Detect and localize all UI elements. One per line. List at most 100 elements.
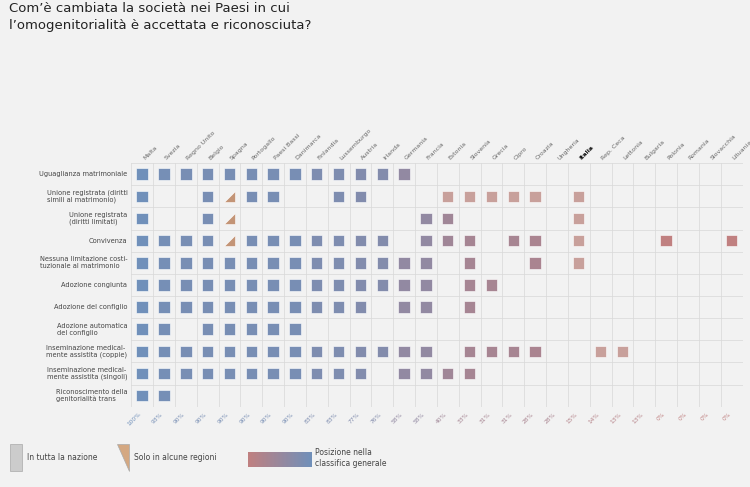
Bar [573,190,584,202]
Bar [246,323,257,335]
Text: Slovacchia: Slovacchia [710,133,737,161]
Text: Solo in alcune regioni: Solo in alcune regioni [134,453,217,462]
Bar [464,279,476,291]
Text: 90%: 90% [260,412,273,424]
Bar [268,279,279,291]
Bar [158,257,170,268]
Bar [136,235,148,246]
Text: Unione registrata
(diritti limitati): Unione registrata (diritti limitati) [69,212,128,225]
Text: Adozione automatica
del configlio: Adozione automatica del configlio [57,323,128,336]
Polygon shape [224,235,236,246]
Bar [158,390,170,401]
Bar [355,235,366,246]
Bar [136,279,148,291]
Bar [420,235,432,246]
Text: Adozione del configlio: Adozione del configlio [54,304,128,310]
Bar [290,301,301,313]
Bar [290,279,301,291]
Text: Paesi Bassi: Paesi Bassi [273,133,301,161]
Text: Irlanda: Irlanda [382,142,401,161]
Bar [420,301,432,313]
Bar [311,169,322,180]
Bar [376,346,388,357]
Bar [136,346,148,357]
Text: Bulgaria: Bulgaria [644,139,666,161]
Bar [224,323,236,335]
Bar [180,279,191,291]
Bar [202,257,213,268]
Text: Romania: Romania [688,138,711,161]
Text: 15%: 15% [566,412,579,424]
Text: 28%: 28% [544,412,557,424]
Bar [268,190,279,202]
Bar [202,323,213,335]
Bar [464,257,476,268]
Polygon shape [224,213,236,224]
Bar [246,368,257,379]
Bar [224,279,236,291]
Text: Portogallo: Portogallo [251,135,278,161]
Bar [268,301,279,313]
Bar [202,190,213,202]
Text: Grecia: Grecia [491,143,509,161]
Bar [290,368,301,379]
Bar [333,301,344,313]
Bar [398,301,410,313]
Bar [486,279,497,291]
Bar [136,390,148,401]
Bar [333,368,344,379]
Bar [376,169,388,180]
Bar [202,346,213,357]
Bar [333,279,344,291]
Text: Unione registrata (diritti
simili al matrimonio): Unione registrata (diritti simili al mat… [46,189,128,204]
Bar [508,190,519,202]
Bar [268,257,279,268]
Text: Ungheria: Ungheria [557,137,580,161]
Bar [158,368,170,379]
Bar [290,323,301,335]
Bar [530,235,541,246]
Bar [573,235,584,246]
Text: Lussemburgo: Lussemburgo [339,127,372,161]
Text: Croazia: Croazia [535,141,555,161]
Bar [464,368,476,379]
Bar [290,235,301,246]
Bar [333,190,344,202]
Bar [158,235,170,246]
Bar [158,279,170,291]
Text: 90%: 90% [217,412,229,424]
Text: 0%: 0% [700,412,709,422]
Bar [398,257,410,268]
Bar [420,279,432,291]
Text: 90%: 90% [173,412,186,424]
Bar [464,346,476,357]
Bar [442,368,454,379]
Bar [136,368,148,379]
Text: 31%: 31% [478,412,491,424]
Bar [355,301,366,313]
Bar [508,346,519,357]
Bar [136,213,148,224]
Bar [530,346,541,357]
Text: 77%: 77% [347,412,361,424]
Bar [311,257,322,268]
Bar [136,257,148,268]
Bar [224,257,236,268]
Text: Belgio: Belgio [208,143,225,161]
Bar [136,323,148,335]
Text: 90%: 90% [195,412,208,424]
Text: Com’è cambiata la società nei Paesi in cui
l’omogenitorialità è accettata e rico: Com’è cambiata la società nei Paesi in c… [9,2,311,32]
Text: Cipro: Cipro [513,146,529,161]
Bar [311,346,322,357]
Bar [616,346,628,357]
Text: 93%: 93% [151,412,164,424]
Bar [355,368,366,379]
Bar [573,257,584,268]
Text: Nessuna limitazione costi-
tuzionale al matrimonio: Nessuna limitazione costi- tuzionale al … [40,256,128,269]
Text: Adozione congiunta: Adozione congiunta [62,282,128,288]
Bar [202,279,213,291]
Bar [355,257,366,268]
Bar [311,235,322,246]
Bar [158,323,170,335]
Bar [376,279,388,291]
